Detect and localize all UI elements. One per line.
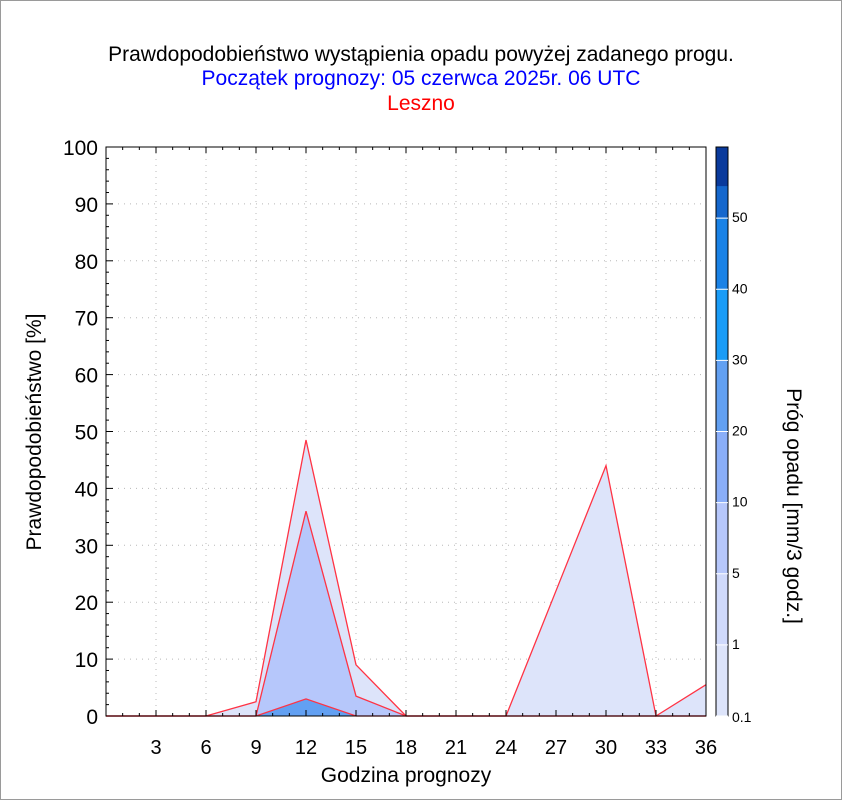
probability-areas bbox=[106, 439, 707, 718]
colorbar-band bbox=[716, 644, 728, 716]
colorbar-tick-label: 10 bbox=[732, 494, 748, 510]
y-tick-label: 30 bbox=[75, 535, 98, 558]
y-tick-label: 80 bbox=[75, 251, 98, 274]
location-name: Leszno bbox=[387, 92, 455, 115]
y-axis-ticks: 0 10 20 30 40 50 60 70 80 90 100 bbox=[63, 137, 98, 729]
y-tick-label: 90 bbox=[75, 194, 98, 217]
x-tick-label: 18 bbox=[395, 737, 417, 759]
plot-axes bbox=[105, 146, 707, 717]
chart-title: Prawdopodobieństwo wystąpienia opadu pow… bbox=[108, 43, 734, 66]
colorbar-band bbox=[716, 431, 728, 503]
y-tick-label: 50 bbox=[75, 422, 98, 445]
colorbar-tick-label: 5 bbox=[732, 565, 740, 581]
area-threshold-0_1 bbox=[106, 440, 706, 716]
x-tick-label: 36 bbox=[695, 737, 717, 759]
x-tick-label: 6 bbox=[200, 737, 211, 759]
forecast-start-subtitle: Początek prognozy: 05 czerwca 2025r. 06 … bbox=[201, 67, 641, 90]
y-tick-label: 0 bbox=[86, 706, 98, 729]
colorbar-tick-label: 20 bbox=[732, 423, 748, 439]
colorbar-band bbox=[716, 218, 728, 290]
y-tick-label: 10 bbox=[75, 649, 98, 672]
x-tick-label: 33 bbox=[645, 737, 667, 759]
y-tick-label: 60 bbox=[75, 365, 98, 388]
colorbar-tick-label: 1 bbox=[732, 636, 740, 652]
x-tick-label: 21 bbox=[445, 737, 467, 759]
x-tick-label: 27 bbox=[545, 737, 567, 759]
x-tick-label: 15 bbox=[345, 737, 367, 759]
colorbar-band bbox=[716, 289, 728, 361]
x-axis-label: Godzina prognozy bbox=[321, 764, 492, 787]
x-tick-label: 12 bbox=[295, 737, 317, 759]
threshold-colorbar: 0.1 1 5 10 20 30 40 50 bbox=[715, 146, 752, 725]
colorbar-label: Próg opadu [mm/3 godz.] bbox=[782, 388, 805, 624]
colorbar-band bbox=[716, 360, 728, 432]
colorbar-band bbox=[716, 573, 728, 645]
y-tick-label: 40 bbox=[75, 478, 98, 501]
y-tick-label: 70 bbox=[75, 308, 98, 331]
y-tick-label: 100 bbox=[63, 137, 98, 160]
x-tick-label: 24 bbox=[495, 737, 517, 759]
x-tick-label: 30 bbox=[595, 737, 617, 759]
x-tick-label: 3 bbox=[150, 737, 161, 759]
y-axis-label: Prawdopodobieństwo [%] bbox=[23, 314, 46, 551]
colorbar-band bbox=[716, 502, 728, 574]
colorbar-band-top bbox=[716, 147, 728, 187]
colorbar-tick-label: 0.1 bbox=[732, 709, 752, 725]
y-tick-label: 20 bbox=[75, 592, 98, 615]
colorbar-tick-label: 40 bbox=[732, 280, 748, 296]
colorbar-tick-label: 50 bbox=[732, 209, 748, 225]
x-tick-label: 9 bbox=[250, 737, 261, 759]
x-axis-ticks: 3 6 9 12 15 18 21 24 27 30 33 36 bbox=[150, 737, 717, 759]
colorbar-tick-label: 30 bbox=[732, 351, 748, 367]
